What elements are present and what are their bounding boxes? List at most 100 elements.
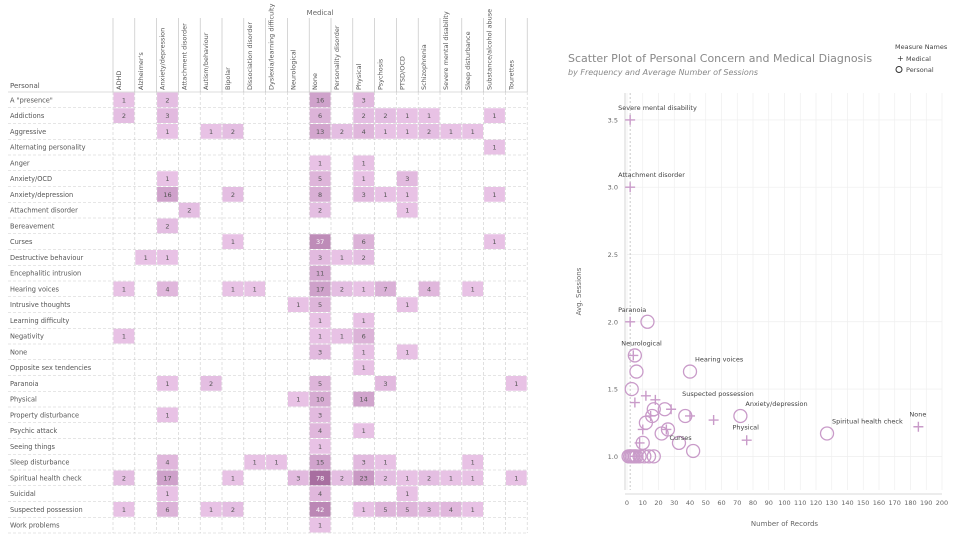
- personal-point: [629, 364, 644, 379]
- x-tick-label: 40: [686, 499, 694, 507]
- heatmap-cell: [113, 281, 135, 297]
- heatmap-cell: [309, 470, 331, 486]
- heatmap-cell-value: 4: [318, 427, 322, 435]
- heatmap-cell-value: 2: [340, 285, 344, 293]
- heatmap-cell: [309, 407, 331, 423]
- heatmap-cell: [157, 218, 178, 234]
- heatmap-cell-value: 1: [383, 459, 387, 467]
- heatmap-cell-value: 17: [316, 285, 324, 293]
- y-tick-label: 1.0: [608, 453, 618, 461]
- legend-medical-icon: +: [897, 54, 904, 63]
- heatmap-cell-value: 3: [405, 175, 409, 183]
- point-label: None: [909, 411, 926, 419]
- heatmap-cell-value: 1: [122, 506, 126, 514]
- heatmap-cell-value: 1: [362, 364, 366, 372]
- heatmap-cell-value: 1: [514, 474, 518, 482]
- heatmap-cell: [375, 376, 396, 391]
- heatmap-row-label: Suicidal: [10, 490, 36, 498]
- heatmap-cell-value: 1: [362, 427, 366, 435]
- heatmap-cell: [418, 502, 440, 517]
- heatmap-cell: [375, 454, 396, 470]
- heatmap-cell: [375, 502, 396, 517]
- x-tick-label: 30: [670, 499, 678, 507]
- point-label: Paranoia: [618, 306, 646, 314]
- heatmap-cell-value: 1: [318, 443, 322, 451]
- heatmap-cell: [375, 124, 396, 139]
- heatmap-cell: [309, 155, 331, 171]
- heatmap-cell: [353, 108, 375, 123]
- heatmap-cell: [244, 454, 266, 470]
- heatmap-cell: [418, 124, 440, 139]
- heatmap-cell-value: 1: [231, 238, 235, 246]
- personal-point: [733, 408, 748, 424]
- heatmap-cell: [353, 328, 375, 344]
- heatmap-cell-value: 16: [163, 191, 171, 199]
- heatmap-cell-value: 5: [405, 506, 409, 514]
- x-tick-label: 0: [625, 499, 629, 507]
- heatmap-cell-value: 1: [362, 506, 366, 514]
- heatmap-cell: [222, 281, 244, 297]
- x-tick-label: 20: [654, 499, 662, 507]
- heatmap-row-label: Opposite sex tendencies: [10, 364, 92, 372]
- heatmap-cell-value: 3: [296, 474, 300, 482]
- medical-point: [633, 451, 644, 462]
- heatmap-cell: [157, 376, 178, 391]
- heatmap-cell-value: 1: [318, 159, 322, 167]
- heatmap-cell-value: 13: [316, 128, 324, 136]
- heatmap-cell-value: 4: [427, 285, 431, 293]
- heatmap-cell: [484, 108, 505, 123]
- medical-point: [637, 424, 648, 435]
- heatmap-cell-value: 16: [316, 96, 324, 104]
- heatmap-column-label: Personality disorder: [333, 25, 341, 90]
- heatmap-cell: [462, 454, 484, 470]
- heatmap-cell: [113, 108, 135, 123]
- heatmap-cell-value: 1: [449, 474, 453, 482]
- y-tick-label: 2.0: [608, 318, 618, 326]
- heatmap-cell-value: 6: [362, 238, 366, 246]
- medical-point: [708, 415, 719, 426]
- heatmap-cell: [440, 470, 462, 486]
- heatmap-cell: [331, 124, 353, 139]
- heatmap-cell: [396, 486, 418, 501]
- heatmap-cell-value: 1: [253, 459, 257, 467]
- heatmap-cell-value: 4: [362, 128, 366, 136]
- heatmap-cell: [157, 470, 178, 486]
- heatmap-cell-value: 1: [340, 254, 344, 262]
- point-label: Anxiety/depression: [745, 400, 807, 408]
- heatmap-column-label: None: [311, 73, 319, 90]
- heatmap-column-label: Alzheimer's: [137, 52, 145, 90]
- heatmap-cell: [375, 108, 396, 123]
- heatmap-cell: [113, 502, 135, 517]
- heatmap-cell: [353, 470, 375, 486]
- heatmap-cell: [309, 313, 331, 328]
- heatmap-row-label: Alternating personality: [10, 144, 86, 152]
- heatmap-row-label: Destructive behaviour: [10, 254, 84, 262]
- heatmap-column-label: Dyslexia/learning difficulty: [268, 3, 276, 90]
- heatmap-cell: [309, 281, 331, 297]
- heatmap-cell-value: 1: [122, 285, 126, 293]
- heatmap-cell: [287, 297, 309, 312]
- heatmap-cell: [418, 470, 440, 486]
- heatmap-cell-value: 1: [405, 112, 409, 120]
- medical-point: [628, 350, 639, 361]
- heatmap-cell: [309, 423, 331, 438]
- heatmap-cell: [157, 92, 178, 108]
- heatmap-row-label: Psychic attack: [10, 427, 57, 435]
- heatmap-cell: [309, 297, 331, 312]
- y-tick-label: 2.5: [608, 251, 618, 259]
- legend-medical-label: Medical: [906, 55, 931, 63]
- heatmap-cell: [157, 171, 178, 186]
- x-axis-title: Number of Records: [751, 520, 819, 528]
- heatmap-cell: [331, 281, 353, 297]
- heatmap-cell: [309, 265, 331, 281]
- heatmap-row-label: Intrusive thoughts: [10, 301, 71, 309]
- heatmap-column-label: Substance/alcohol abuse: [486, 9, 494, 90]
- heatmap-cell-value: 1: [231, 285, 235, 293]
- medical-point: [625, 114, 636, 125]
- heatmap-column-label: Severe mental disability: [442, 11, 450, 90]
- heatmap-cell-value: 1: [209, 506, 213, 514]
- heatmap-chart: Medical Personal ADHD Alzheimer's Anxiety/de…: [8, 3, 528, 534]
- heatmap-cell-value: 1: [405, 348, 409, 356]
- heatmap-row-label: Learning difficulty: [10, 317, 69, 325]
- heatmap-cell: [396, 297, 418, 312]
